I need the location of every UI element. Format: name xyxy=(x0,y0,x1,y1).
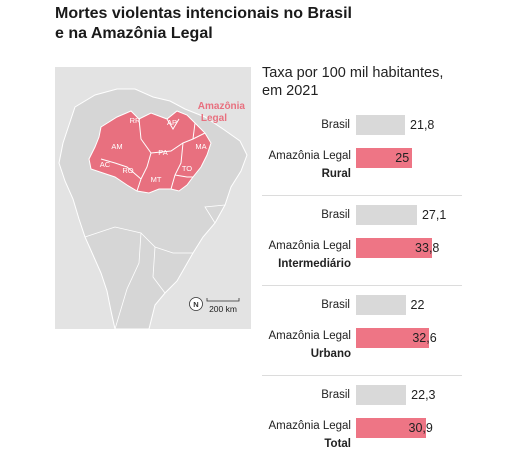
state-label-pa: PA xyxy=(158,148,167,157)
series-label-amazonia-intermediario: Amazônia Legal xyxy=(268,240,351,252)
value-label-amazonia-intermediario: 33,8 xyxy=(415,241,440,255)
state-label-ro: RO xyxy=(122,166,133,175)
bar-amazonia-urbano xyxy=(356,328,430,348)
subtitle-line-2: em 2021 xyxy=(262,83,319,99)
series-label-brasil-total: Brasil xyxy=(321,389,350,401)
value-label-amazonia-rural: 25 xyxy=(395,151,410,165)
group-label-intermediario: Intermediário xyxy=(278,258,351,270)
chart-title: Mortes violentas intencionais no Brasil … xyxy=(55,4,495,44)
bar-amazonia-intermediario xyxy=(356,238,433,258)
value-label-amazonia-urbano: 32,6 xyxy=(412,331,437,345)
north-label: N xyxy=(193,300,198,309)
bar-brasil-total xyxy=(356,385,407,405)
group-separator xyxy=(262,285,462,286)
series-label-brasil-intermediario: Brasil xyxy=(321,209,350,221)
region-label-line-2: Legal xyxy=(201,113,227,124)
region-label-line-1: Amazônia xyxy=(198,101,246,112)
value-label-brasil-intermediario: 27,1 xyxy=(421,208,447,222)
state-label-to: TO xyxy=(182,164,192,173)
bar-amazonia-rural xyxy=(356,148,413,168)
north-arrow-icon: N xyxy=(189,297,203,311)
bar-brasil-intermediario xyxy=(356,205,417,225)
series-label-amazonia-urbano: Amazônia Legal xyxy=(268,330,351,342)
bar-amazonia-total xyxy=(356,418,426,438)
amazon-map: RR AP AM PA MA AC RO TO MT Amazônia Lega… xyxy=(55,67,251,329)
series-label-brasil-rural: Brasil xyxy=(321,119,350,131)
value-label-brasil-rural: 21,8 xyxy=(410,118,435,132)
chart-subtitle: Taxa por 100 mil habitantes, em 2021 xyxy=(262,64,492,100)
state-label-am: AM xyxy=(111,142,122,151)
internal-borders xyxy=(84,204,226,329)
series-label-brasil-urbano: Brasil xyxy=(321,299,350,311)
state-label-ma: MA xyxy=(195,142,206,151)
group-separator xyxy=(262,375,462,376)
title-line-2: e na Amazônia Legal xyxy=(55,25,213,42)
state-label-ap: AP xyxy=(167,118,177,127)
group-label-total: Total xyxy=(324,438,351,450)
group-label-urbano: Urbano xyxy=(310,348,351,360)
value-label-brasil-total: 22,3 xyxy=(411,388,436,402)
scale-bar: 200 km xyxy=(206,298,240,314)
group-label-rural: Rural xyxy=(321,168,351,180)
scale-label: 200 km xyxy=(209,304,237,314)
bar-brasil-rural xyxy=(356,115,406,135)
value-label-amazonia-total: 30,9 xyxy=(408,421,433,435)
value-label-brasil-urbano: 22 xyxy=(410,298,425,312)
state-label-ac: AC xyxy=(100,160,111,169)
state-label-mt: MT xyxy=(151,175,162,184)
state-label-rr: RR xyxy=(130,116,141,125)
series-label-amazonia-rural: Amazônia Legal xyxy=(268,150,351,162)
subtitle-line-1: Taxa por 100 mil habitantes, xyxy=(262,65,444,81)
map-svg: RR AP AM PA MA AC RO TO MT Amazônia Lega… xyxy=(58,88,248,329)
group-separator xyxy=(262,195,462,196)
state-borders xyxy=(100,118,206,192)
bar-brasil-urbano xyxy=(356,295,406,315)
title-line-1: Mortes violentas intencionais no Brasil xyxy=(55,5,352,22)
series-label-amazonia-total: Amazônia Legal xyxy=(268,420,351,432)
